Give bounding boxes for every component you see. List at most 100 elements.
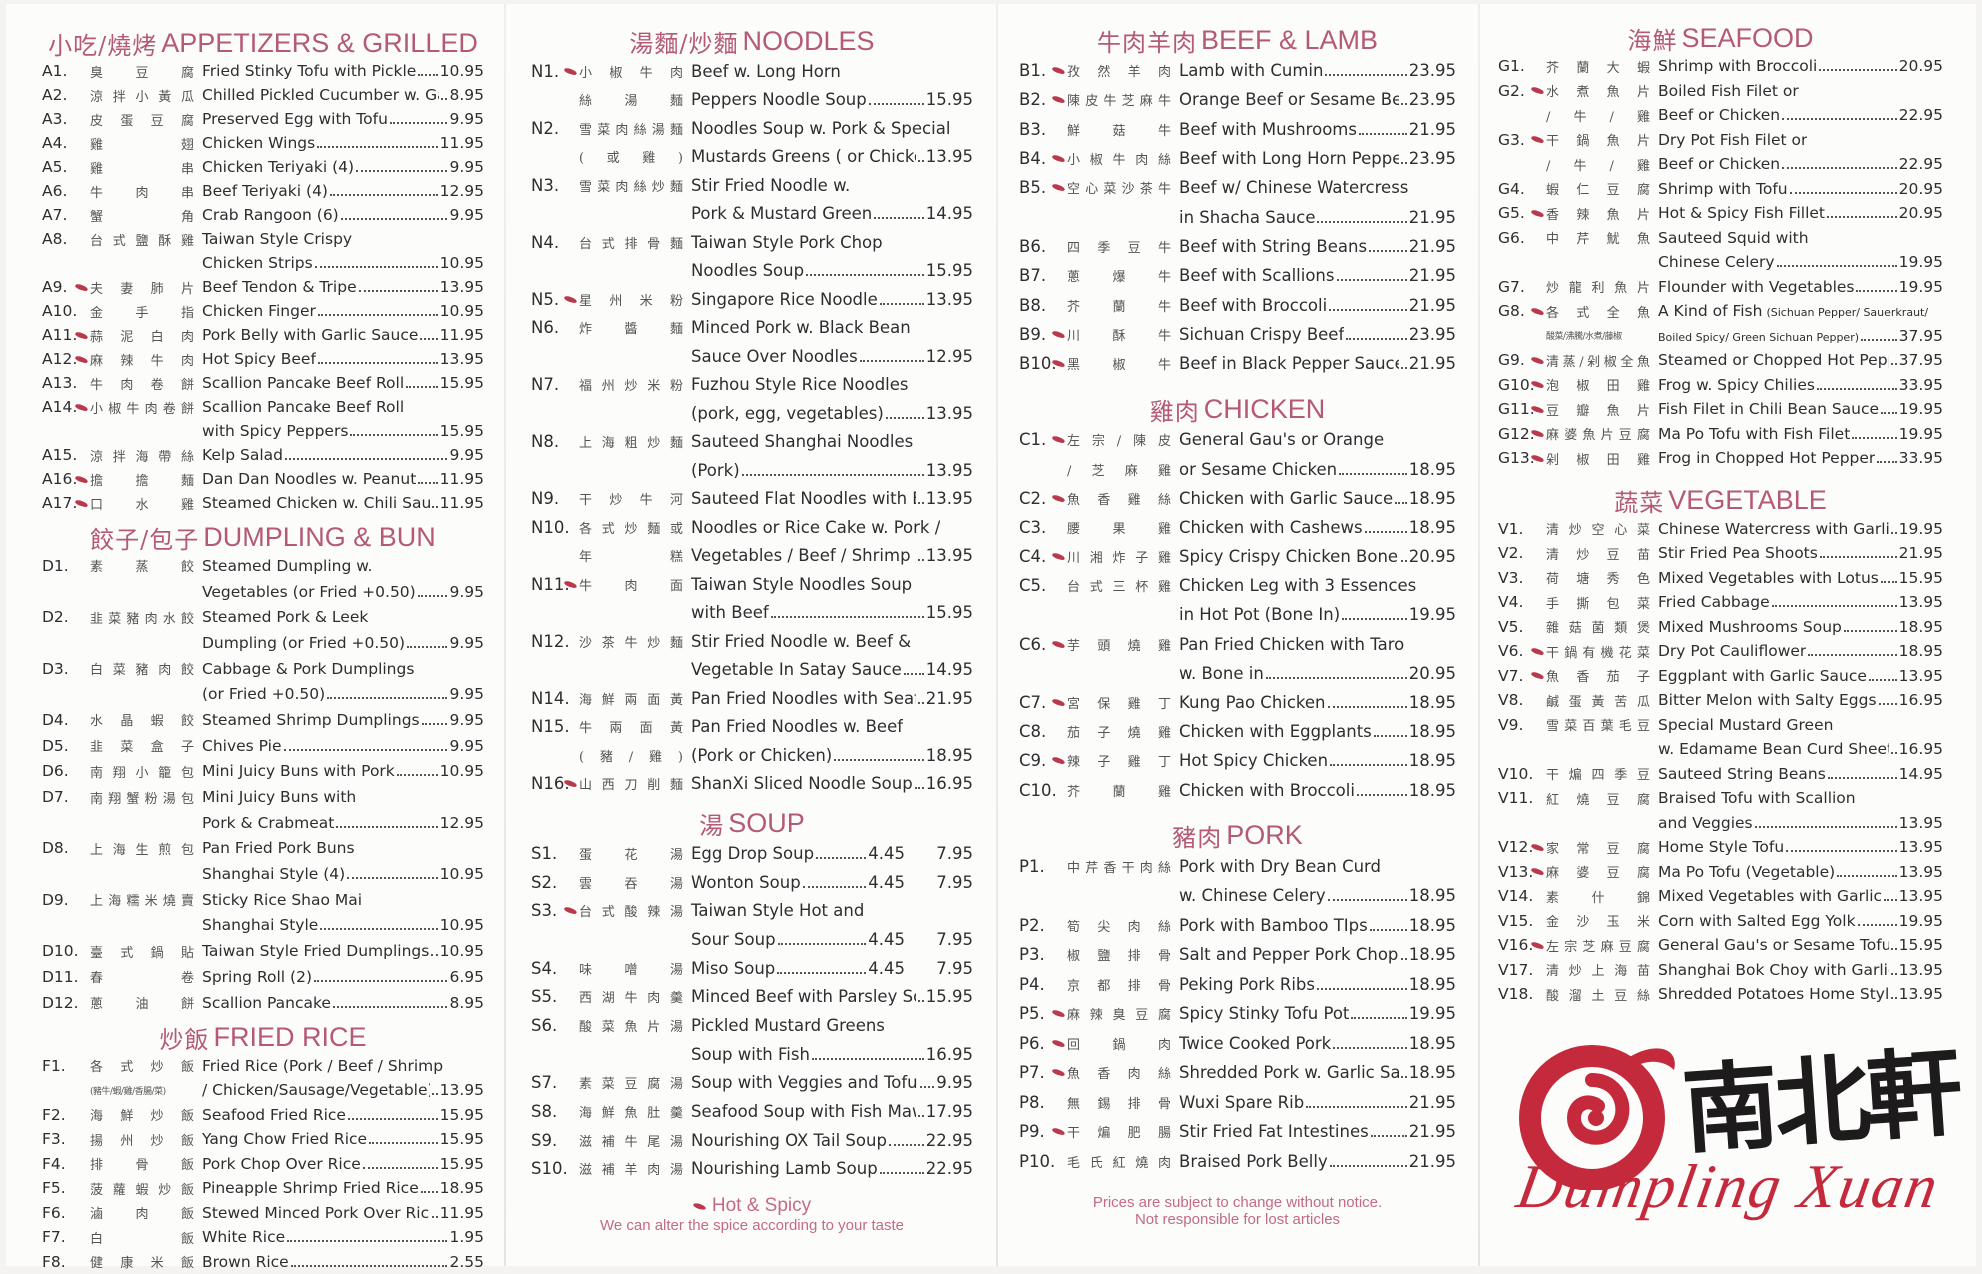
- item-code: B4.: [1019, 149, 1047, 169]
- item-code: V12.: [1498, 838, 1534, 857]
- dot-leader: [396, 773, 438, 777]
- dot-leader: [287, 1239, 448, 1243]
- item-price: 23.95: [1408, 61, 1456, 81]
- item-english-name-wrap: Dry Pot Fish Filet or: [1658, 131, 1943, 149]
- item-english-name: Beef Tendon & Tripe: [202, 278, 357, 296]
- item-english-name-wrap: Taiwan Style Hot and: [691, 901, 973, 920]
- item-english-name: Soup with Veggies and Tofu: [691, 1073, 918, 1093]
- menu-item-line: V6. 干鍋有機花菜 Dry Pot Cauliflower 18.95: [1498, 639, 1943, 664]
- item-price: 13.95: [925, 546, 973, 566]
- item-english-name: Pork & Mustard Green: [691, 204, 873, 224]
- item-price: 19.95: [1408, 605, 1456, 625]
- section-title-english: FRIED RICE: [213, 1021, 367, 1052]
- item-english-name: Nourishing Lamb Soup: [691, 1159, 878, 1179]
- item-price: 22.95: [925, 1130, 973, 1150]
- menu-item-line: C4. 川湘炸子雞 Spicy Crispy Chicken Bone In 20.9…: [1019, 542, 1456, 571]
- item-english-name-wrap: Soup with Fish 16.95: [691, 1045, 973, 1064]
- item-chinese-name: 各式炒飯: [90, 1060, 194, 1076]
- item-english-name: Fried Rice (Pork / Beef / Shrimp: [202, 1056, 444, 1075]
- menu-item: G3. 干鍋魚片 Dry Pot Fish Filet or/牛/雞 Beef or …: [1498, 128, 1943, 177]
- menu-item-line: V10. 干煸四季豆 Sauteed String Beans 14.95: [1498, 762, 1943, 787]
- item-english-name: Shredded Pork w. Garlic Sauce: [1179, 1063, 1399, 1083]
- item-code: V15.: [1498, 911, 1534, 930]
- item-english-name-wrap: Twice Cooked Pork 18.95: [1179, 1034, 1456, 1053]
- item-price: 2.55: [449, 1252, 484, 1271]
- item-english-name: Chicken with Cashews: [1179, 517, 1363, 537]
- footer-note: Hot & Spicy We can alter the spice accord…: [531, 1195, 973, 1234]
- item-chinese-name: 鮮菇牛: [1067, 123, 1171, 139]
- item-price: 10.95: [439, 254, 484, 272]
- item-chinese-name: 茄子燒雞: [1067, 726, 1171, 742]
- item-english-name: Stewed Minced Pork Over Rice: [202, 1203, 430, 1222]
- item-english-name: Chicken with Garlic Sauce: [1179, 488, 1394, 508]
- menu-item-line: D7. 南翔蟹粉湯包 Mini Juicy Buns with: [42, 784, 484, 810]
- item-english-name-wrap: Mixed Vegetables with Lotus 15.95: [1658, 569, 1943, 587]
- item-chinese-name: 白飯: [90, 1231, 194, 1247]
- item-chinese-name: 空心菜沙茶牛: [1067, 182, 1171, 198]
- item-english-name: Mini Juicy Buns with Pork: [202, 762, 395, 781]
- item-price-large: 7.95: [936, 929, 973, 949]
- item-chinese-name: 滋補牛尾湯: [579, 1134, 683, 1150]
- menu-item: G13. 剁椒田雞 Frog in Chopped Hot Pepper 33.95: [1498, 446, 1943, 471]
- menu-item-line: N12. 沙茶牛炒麵 Stir Fried Noodle w. Beef &: [531, 627, 973, 656]
- item-price: 18.95: [1408, 488, 1456, 508]
- menu-item: D10. 臺式鍋貼 Taiwan Style Fried Dumplings 10.9…: [42, 938, 484, 964]
- item-chinese-name: 麻婆豆腐: [1546, 866, 1650, 882]
- dot-leader: [1317, 987, 1407, 990]
- item-english-name-wrap: ShanXi Sliced Noodle Soup 16.95: [691, 774, 973, 793]
- menu-item: V15. 金沙玉米 Corn with Salted Egg Yolk 19.95: [1498, 909, 1943, 934]
- item-english-name-wrap: Taiwan Style Fried Dumplings 10.95: [202, 942, 484, 960]
- item-code: N8.: [531, 432, 560, 452]
- item-chinese-name: 滷肉飯: [90, 1207, 194, 1223]
- item-code: G9.: [1498, 351, 1525, 370]
- item-english-name: in Shacha Sauce: [1179, 207, 1316, 227]
- item-english-name: and Veggies: [1658, 813, 1753, 832]
- dot-leader: [1342, 617, 1407, 621]
- menu-item: N1. 小椒牛肉 Beef w. Long Horn 絲湯麵 Peppers Noodl…: [531, 57, 973, 114]
- item-english-name: Miso Soup: [691, 958, 776, 978]
- item-english-name-wrap: Minced Pork w. Black Bean: [691, 318, 973, 337]
- item-english-name-wrap: Pickled Mustard Greens: [691, 1016, 973, 1035]
- menu-item: D2. 韭菜豬肉水餃 Steamed Pork & Leek Dumpling (or…: [42, 604, 484, 655]
- menu-item-line: A5. 雞串 Chicken Teriyaki (4) 9.95: [42, 155, 484, 179]
- item-price: 21.95: [1408, 207, 1456, 227]
- item-english-name-wrap: Pan Fried Noodles with Seafood 21.95: [691, 689, 973, 708]
- item-english-name: Shanghai Bok Choy with Garlic: [1658, 960, 1889, 979]
- item-code: V5.: [1498, 617, 1524, 636]
- item-english-name-wrap: Singapore Rice Noodle 13.95: [691, 290, 973, 309]
- menu-item: B9. 川酥牛 Sichuan Crispy Beef 23.95: [1019, 320, 1456, 349]
- item-price: 16.95: [1898, 740, 1943, 759]
- item-chinese-name: 牛肉面: [579, 578, 683, 594]
- item-code: V14.: [1498, 887, 1534, 906]
- dot-leader: [806, 273, 924, 277]
- item-code: C3.: [1019, 517, 1047, 537]
- item-chinese-name: 回鍋肉: [1067, 1037, 1171, 1053]
- menu-item-line: G10. 泡椒田雞 Frog w. Spicy Chilies 33.95: [1498, 373, 1943, 398]
- dot-leader: [431, 1215, 438, 1218]
- menu-item-line: C6. 芋頭燒雞 Pan Fried Chicken with Taro: [1019, 630, 1456, 659]
- item-chinese-name: 雪菜肉絲炒麵: [579, 179, 683, 195]
- menu-item: F8. 健康米飯 Brown Rice 2.55: [42, 1249, 484, 1274]
- item-chinese-name: 清蒸/剁椒全魚: [1546, 354, 1650, 370]
- item-english-name-wrap: Mini Juicy Buns with Pork 10.95: [202, 762, 484, 780]
- item-chinese-name: 金手指: [90, 305, 194, 321]
- item-chinese-name: 中芹香干肉絲: [1067, 860, 1171, 876]
- dot-leader: [420, 1190, 438, 1194]
- item-code: A3.: [42, 110, 68, 128]
- menu-item-line: N3. 雪菜肉絲炒麵 Stir Fried Noodle w.: [531, 171, 973, 200]
- menu-item: D7. 南翔蟹粉湯包 Mini Juicy Buns with Pork & Crab…: [42, 784, 484, 835]
- item-price: 9.95: [449, 446, 484, 464]
- item-english-name-wrap: Preserved Egg with Tofu 9.95: [202, 110, 484, 128]
- dot-leader: [1782, 117, 1897, 121]
- item-code: C4.: [1019, 547, 1047, 567]
- item-english-name-wrap: with Beef 15.95: [691, 603, 973, 622]
- dot-leader: [347, 1117, 438, 1120]
- item-code: N9.: [531, 489, 560, 509]
- dot-leader: [917, 159, 924, 163]
- item-english-name: Taiwan Style Pork Chop: [691, 232, 883, 252]
- dot-leader: [1884, 898, 1897, 902]
- item-price: 15.95: [1898, 936, 1943, 955]
- menu-item: P10. 毛氏紅燒肉 Braised Pork Belly 21.95: [1019, 1147, 1456, 1177]
- item-english-name-wrap: Shanghai Style 10.95: [202, 916, 484, 934]
- item-code: V13.: [1498, 862, 1534, 881]
